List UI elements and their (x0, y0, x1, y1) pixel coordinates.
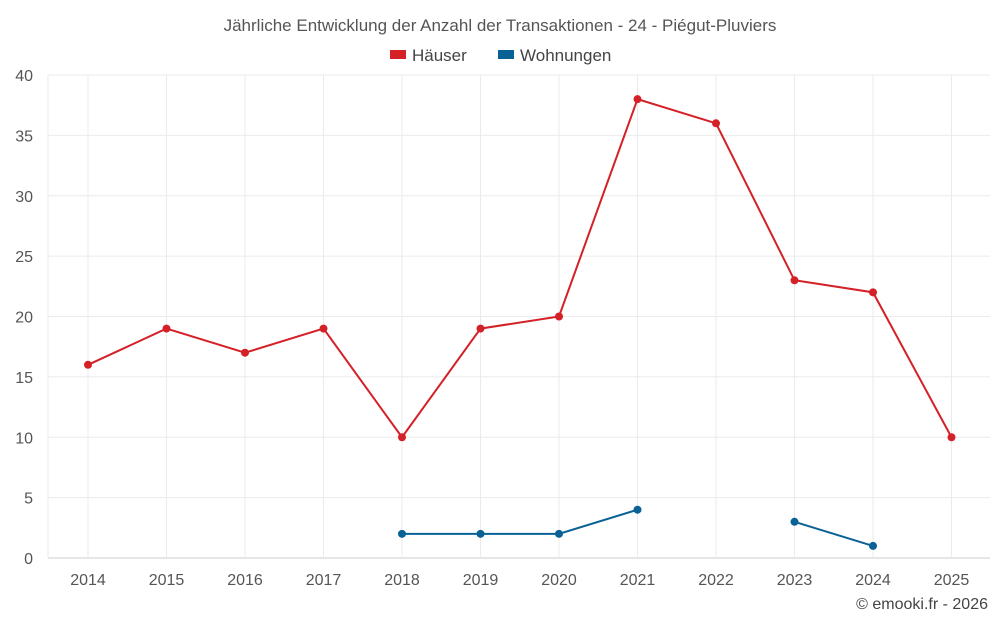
data-point-wohnungen (555, 529, 563, 538)
x-tick-label: 2024 (855, 572, 891, 589)
legend-label-wohnungen: Wohnungen (520, 46, 611, 65)
data-point-h-user (84, 360, 92, 369)
data-point-wohnungen (633, 505, 642, 514)
data-point-h-user (162, 324, 171, 333)
data-point-wohnungen (869, 541, 877, 550)
x-tick-label: 2020 (541, 572, 577, 589)
data-point-h-user (712, 119, 720, 128)
series-layer (84, 95, 956, 550)
data-point-wohnungen (476, 529, 485, 538)
chart-title: Jährliche Entwicklung der Anzahl der Tra… (224, 16, 777, 35)
x-tick-label: 2025 (934, 572, 970, 589)
series-line-wohnungen (402, 508, 638, 535)
legend-swatch-wohnungen (498, 50, 514, 59)
y-axis-ticks: 0 5 10 15 20 25 30 35 40 (15, 68, 33, 568)
x-tick-label: 2017 (306, 572, 342, 589)
series-line-h-user (87, 97, 953, 439)
data-point-wohnungen (790, 517, 799, 526)
x-tick-label: 2014 (70, 572, 106, 589)
y-tick-label: 0 (24, 551, 33, 568)
data-point-h-user (947, 433, 956, 442)
data-point-h-user (633, 95, 642, 104)
data-point-h-user (476, 324, 485, 333)
data-point-h-user (555, 312, 563, 321)
grid (47, 74, 990, 559)
x-tick-label: 2023 (777, 572, 813, 589)
data-point-wohnungen (398, 529, 406, 538)
legend: Häuser Wohnungen (390, 46, 611, 65)
x-axis-ticks: 2014 2015 2016 2017 2018 2019 2020 2021 2022 2023… (70, 572, 969, 589)
x-tick-label: 2021 (620, 572, 656, 589)
data-point-h-user (869, 288, 877, 297)
x-tick-label: 2015 (149, 572, 185, 589)
x-tick-label: 2022 (698, 572, 734, 589)
y-tick-label: 10 (15, 430, 33, 447)
x-tick-label: 2018 (384, 572, 420, 589)
data-point-h-user (319, 324, 328, 333)
y-tick-label: 30 (15, 189, 33, 206)
x-tick-label: 2019 (463, 572, 499, 589)
y-tick-label: 20 (15, 310, 33, 327)
legend-label-h-user: Häuser (412, 46, 467, 65)
y-tick-label: 35 (15, 128, 33, 145)
data-point-h-user (241, 348, 249, 357)
y-tick-label: 5 (24, 491, 33, 508)
y-tick-label: 25 (15, 249, 33, 266)
data-point-h-user (398, 433, 406, 442)
x-tick-label: 2016 (227, 572, 263, 589)
y-tick-label: 40 (15, 68, 33, 85)
data-point-h-user (790, 276, 799, 285)
legend-swatch-h-user (390, 50, 406, 59)
credit-text: © emooki.fr - 2026 (856, 596, 988, 613)
series-line-wohnungen (794, 520, 874, 547)
y-tick-label: 15 (15, 370, 33, 387)
